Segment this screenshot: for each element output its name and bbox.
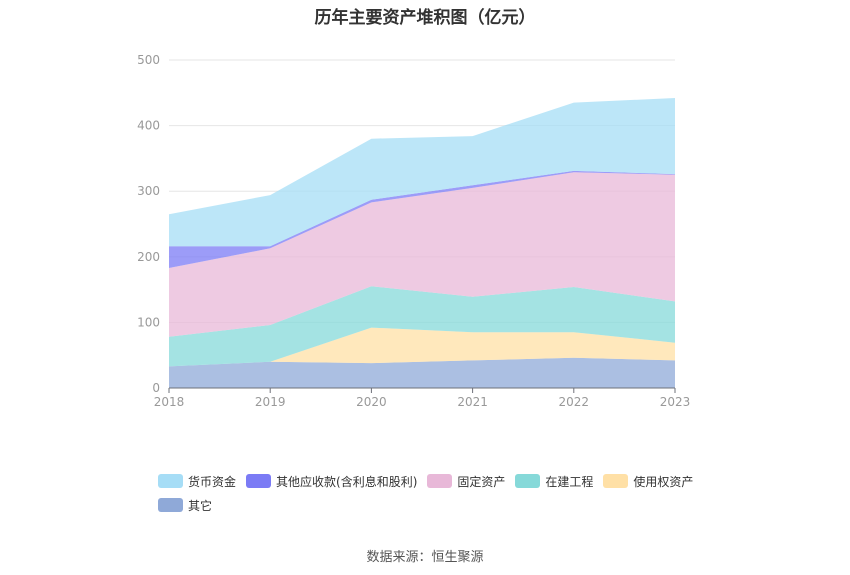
legend-label: 其他应收款(含利息和股利) — [276, 474, 418, 489]
x-tick-label: 2021 — [457, 395, 488, 409]
legend-item[interactable]: 在建工程 — [515, 473, 593, 489]
y-tick-label: 300 — [137, 184, 160, 198]
area-series[interactable] — [169, 286, 675, 367]
legend-item[interactable]: 使用权资产 — [603, 473, 693, 489]
x-tick-label: 2023 — [660, 395, 691, 409]
area-series[interactable] — [169, 357, 675, 388]
legend-label: 使用权资产 — [633, 474, 694, 489]
x-tick-labels: 2018 2019 2020 2021 2022 2023 — [154, 395, 691, 409]
x-tick-label: 2018 — [154, 395, 185, 409]
x-tick-label: 2019 — [255, 395, 286, 409]
x-axis — [168, 387, 676, 393]
y-tick-label: 500 — [137, 53, 160, 67]
legend-item[interactable]: 固定资产 — [427, 473, 505, 489]
series-areas — [169, 98, 675, 388]
y-tick-label: 400 — [137, 119, 160, 133]
area-series[interactable] — [169, 327, 675, 367]
legend-item[interactable]: 其它 — [158, 497, 212, 513]
stacked-area-chart: 0 100 200 300 400 500 2018 2019 2020 2021 2022 202… — [137, 53, 691, 409]
y-tick-label: 100 — [137, 315, 160, 329]
legend-swatch — [603, 474, 629, 488]
chart-title: 历年主要资产堆积图（亿元） — [314, 8, 536, 28]
legend-swatch — [158, 474, 183, 488]
legend-swatch — [515, 474, 541, 488]
x-tick-label: 2022 — [559, 395, 590, 409]
area-series[interactable] — [169, 98, 675, 247]
legend-item[interactable]: 其他应收款(含利息和股利) — [246, 473, 417, 489]
legend-label: 其它 — [188, 498, 213, 513]
legend-swatch — [158, 498, 183, 512]
legend-label: 在建工程 — [545, 474, 594, 489]
legend-swatch — [427, 474, 453, 488]
y-tick-label: 200 — [137, 250, 160, 264]
area-series[interactable] — [169, 172, 675, 337]
legend-label: 货币资金 — [188, 474, 237, 489]
y-tick-label: 0 — [152, 381, 160, 395]
legend: 货币资金 其他应收款(含利息和股利) 固定资产 在建工程 使用权资产其它 — [158, 473, 718, 513]
data-source: 数据来源：恒生聚源 — [366, 550, 484, 565]
x-tick-label: 2020 — [356, 395, 387, 409]
legend-swatch — [246, 474, 272, 488]
y-tick-labels: 0 100 200 300 400 500 — [137, 53, 160, 395]
legend-label: 固定资产 — [457, 474, 506, 489]
legend-item[interactable]: 货币资金 — [158, 473, 236, 489]
